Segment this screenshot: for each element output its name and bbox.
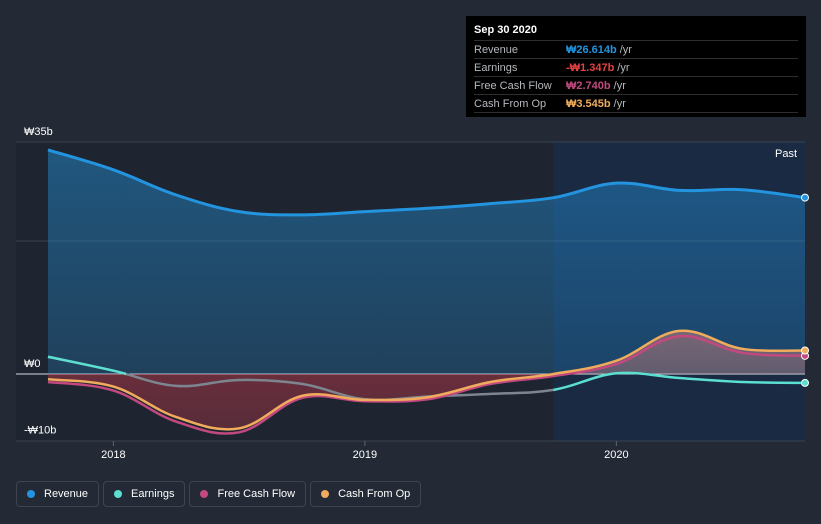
legend-dot-icon [200, 490, 209, 498]
free-cash-flow-line [47, 334, 806, 435]
legend-dot-icon [27, 490, 35, 498]
tooltip-unit: /yr [617, 61, 630, 74]
tooltip-row-revenue: Revenue ₩26.614b /yr [474, 40, 798, 58]
data-tooltip: Sep 30 2020 Revenue ₩26.614b /yr Earning… [466, 16, 806, 117]
x-tick-label: 2018 [101, 449, 125, 461]
tooltip-label: Cash From Op [474, 97, 547, 110]
x-tick-label: 2020 [604, 449, 628, 461]
cash-from-op-end-marker [801, 346, 809, 355]
legend-item-earnings[interactable]: Earnings [103, 481, 186, 507]
tooltip-value: ₩3.545b [566, 97, 611, 110]
legend-item-cash-from-op[interactable]: Cash From Op [310, 481, 422, 507]
revenue-area [48, 149, 805, 374]
tooltip-unit: /yr [613, 79, 626, 92]
tooltip-row-cash-from-op: Cash From Op ₩3.545b /yr [474, 94, 798, 113]
tooltip-row-earnings: Earnings -₩1.347b /yr [474, 58, 798, 76]
tooltip-value: ₩26.614b [566, 43, 617, 56]
past-label: Past [775, 148, 797, 160]
chart-area: ₩35b ₩0 -₩10b 2018 2019 2020 Past [16, 126, 809, 461]
tooltip-label: Free Cash Flow [474, 79, 552, 92]
tooltip-unit: /yr [619, 43, 632, 56]
tooltip-unit: /yr [613, 97, 626, 110]
y-tick-label: ₩0 [24, 358, 41, 370]
legend-dot-icon [114, 490, 123, 498]
x-tick-label: 2019 [353, 449, 377, 461]
legend-item-free-cash-flow[interactable]: Free Cash Flow [189, 481, 307, 507]
tooltip-row-free-cash-flow: Free Cash Flow ₩2.740b /yr [474, 76, 798, 94]
chart-lines [47, 148, 806, 435]
legend-item-revenue[interactable]: Revenue [16, 481, 100, 507]
y-tick-label: -₩10b [24, 424, 56, 436]
revenue-end-marker [801, 193, 809, 202]
earnings-line [553, 371, 806, 392]
chart-end-markers [801, 193, 809, 387]
legend-label: Free Cash Flow [217, 488, 296, 500]
legend-label: Earnings [131, 488, 175, 500]
legend-label: Revenue [44, 488, 89, 500]
tooltip-value: ₩2.740b [566, 79, 611, 92]
tooltip-label: Revenue [474, 43, 519, 56]
legend-label: Cash From Op [338, 488, 411, 500]
y-tick-label: ₩35b [24, 126, 53, 138]
chart-labels: ₩35b ₩0 -₩10b 2018 2019 2020 Past [24, 126, 797, 461]
earnings-end-marker [801, 378, 809, 387]
legend-dot-icon [321, 490, 330, 498]
tooltip-date: Sep 30 2020 [474, 24, 537, 36]
chart-legend: Revenue Earnings Free Cash Flow Cash Fro… [16, 481, 422, 509]
tooltip-value: -₩1.347b [566, 61, 615, 74]
revenue-line [47, 148, 806, 217]
cash-from-op-line [47, 329, 806, 431]
cash-area-negative [48, 374, 805, 430]
tooltip-label: Earnings [474, 61, 518, 74]
